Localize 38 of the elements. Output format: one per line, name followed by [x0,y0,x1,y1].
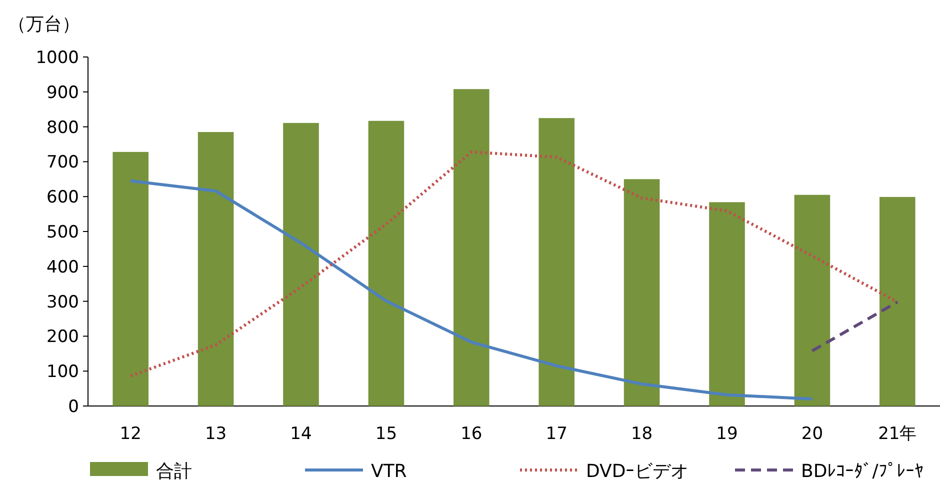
bar [709,202,745,406]
y-tick-label: 300 [46,292,79,312]
x-tick-label: 13 [204,424,227,444]
x-tick-label: 19 [716,424,738,444]
legend-label: VTR [371,461,407,482]
bar [368,120,404,406]
y-tick-label: 600 [46,188,79,208]
x-tick-label: 12 [120,424,142,444]
x-tick-label: 16 [460,424,482,444]
y-tick-label: 700 [46,152,79,173]
y-tick-label: 0 [68,397,79,417]
bar [794,194,830,406]
x-tick-label: 17 [546,424,568,444]
line-series [129,150,899,378]
bar [880,196,916,406]
line-series [129,179,814,401]
y-tick-label: 500 [46,222,79,242]
x-tick-label: 18 [630,424,653,444]
legend-label: 合計 [156,461,192,482]
y-tick-label: 800 [46,118,79,138]
bar [538,118,574,406]
legend-label: BDﾚｺｰﾀﾞ/ﾌﾟﾚｰﾔ [801,461,924,482]
x-tick-label: 21年 [878,424,917,444]
y-tick-label: 1000 [36,48,79,68]
bar [454,89,490,406]
y-tick-label: 100 [46,362,79,382]
bar [624,179,660,406]
bar [112,152,148,406]
x-tick-label: 20 [801,424,824,444]
legend-label: DVDｰビデオ [586,461,689,482]
bar [198,132,234,406]
y-axis-title: （万台） [8,14,80,35]
y-tick-label: 400 [46,257,79,278]
bar [283,122,319,406]
x-tick-label: 14 [290,424,312,444]
x-tick-label: 15 [375,424,398,444]
y-tick-label: 900 [46,82,79,103]
y-tick-label: 200 [46,327,79,348]
